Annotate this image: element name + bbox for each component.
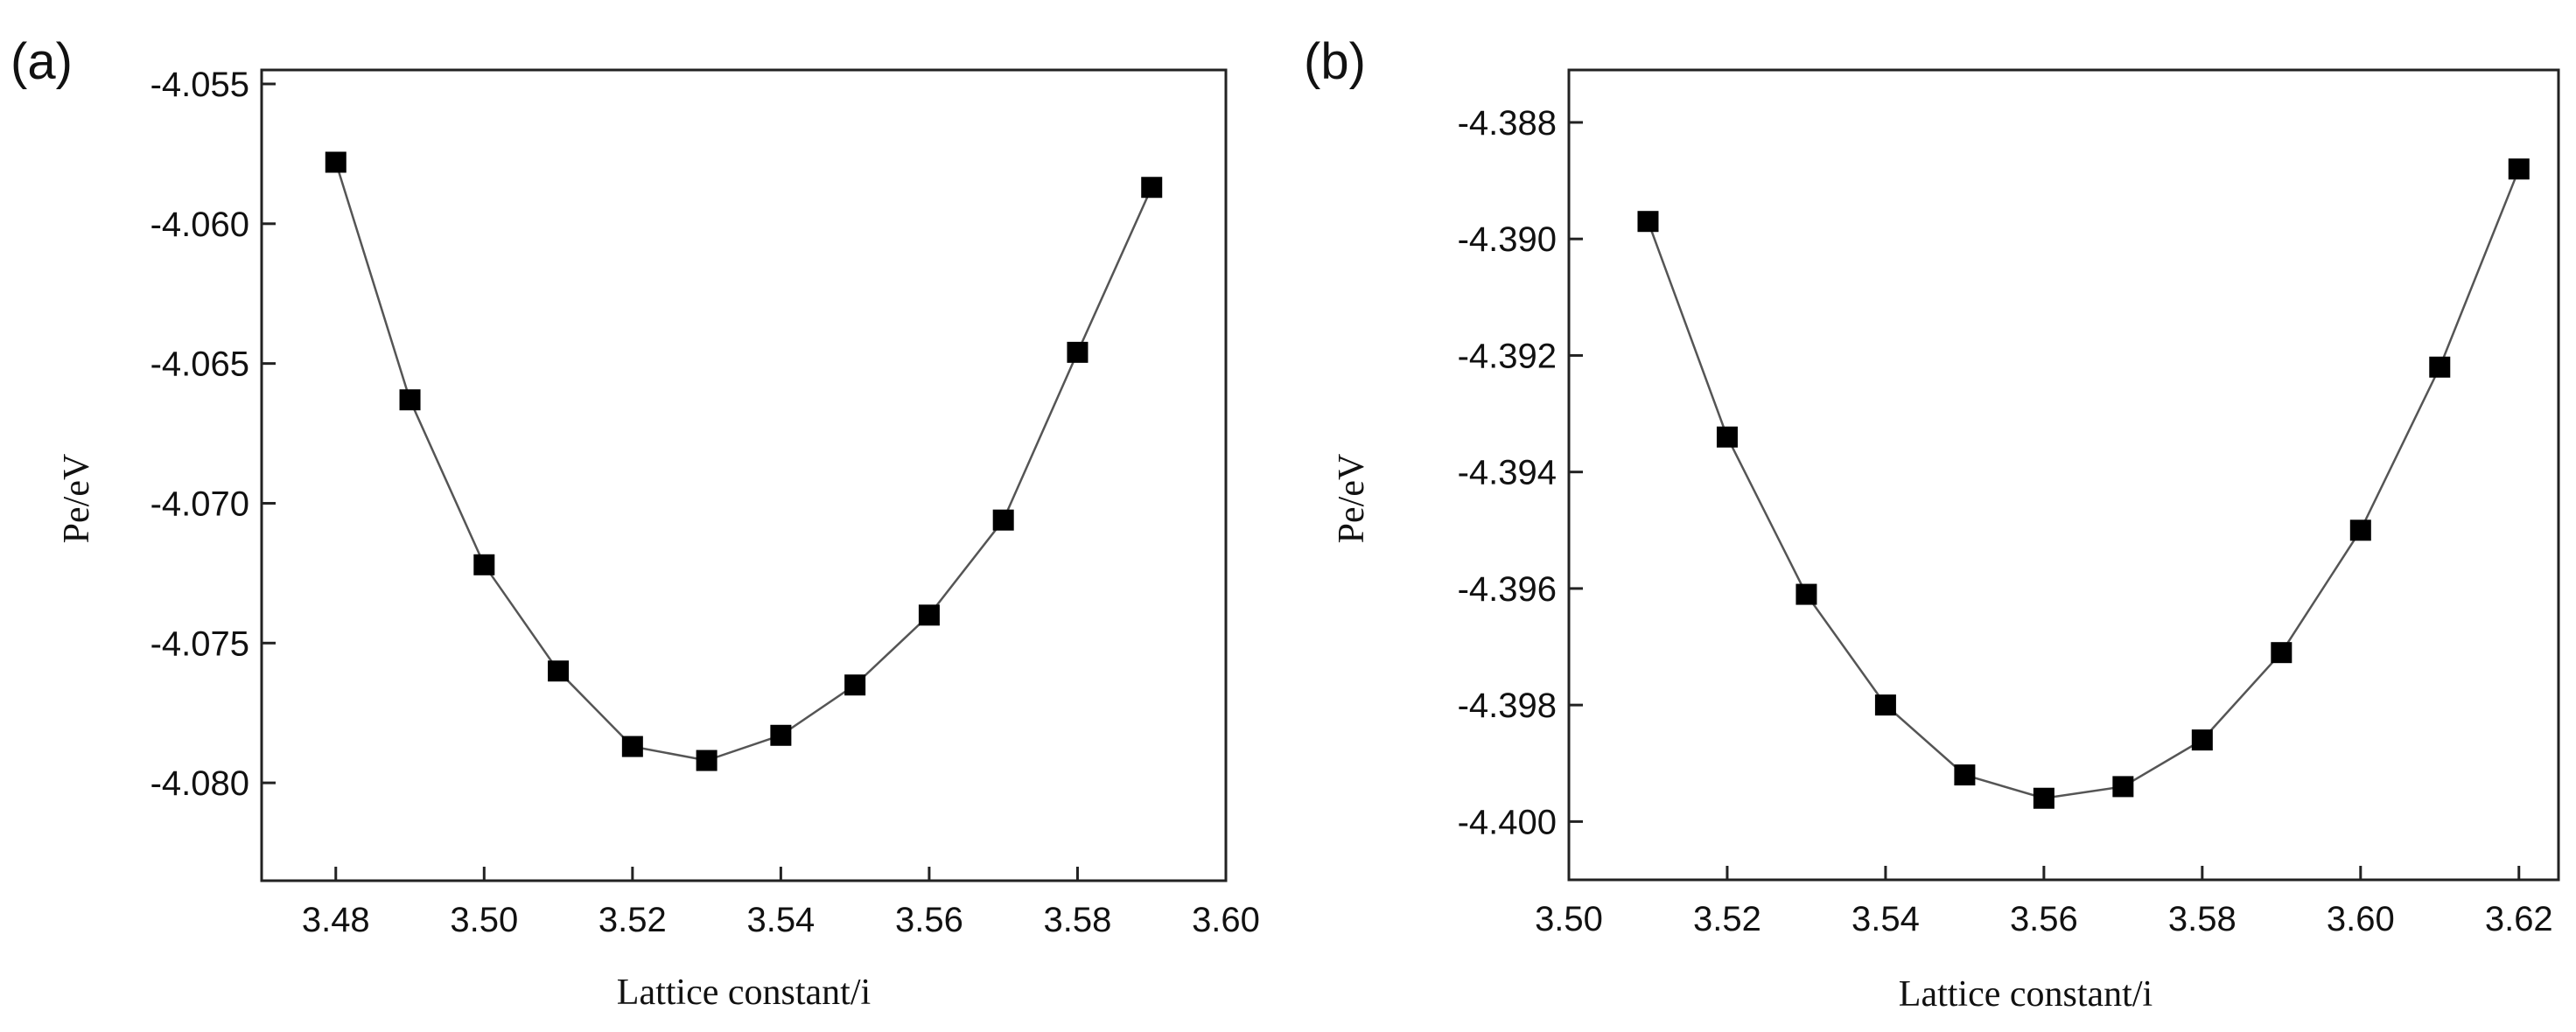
series-line-b: [1647, 168, 2520, 799]
y-tick-label-b: -4.400: [1458, 803, 1557, 841]
data-point-a: [770, 724, 792, 746]
y-tick-label-b: -4.394: [1458, 454, 1557, 492]
series-a: [325, 151, 1163, 771]
plot-frame-a: [260, 68, 1228, 882]
x-tick-label-b: 3.52: [1693, 900, 1761, 938]
data-point-a: [1141, 177, 1163, 199]
data-point-b: [2429, 356, 2451, 378]
y-axis-title-a: Pe/eV: [57, 454, 97, 544]
data-point-a: [696, 750, 718, 771]
data-point-b: [2271, 642, 2292, 664]
y-tick-label-a: -4.065: [150, 345, 249, 384]
y-axis-ticks-b: -4.388 -4.390 -4.392 -4.394 -4.396 -4.398 -4.4…: [1458, 104, 1583, 841]
series-b: [1637, 158, 2530, 809]
x-tick-label-a: 3.54: [746, 901, 815, 939]
data-point-a: [548, 660, 570, 682]
y-axis-title-b: Pe/eV: [1332, 454, 1372, 544]
x-tick-label-a: 3.50: [450, 901, 518, 939]
x-tick-label-a: 3.52: [598, 901, 667, 939]
data-point-b: [1874, 694, 1896, 716]
x-tick-label-a: 3.60: [1192, 901, 1260, 939]
y-tick-label-b: -4.392: [1458, 337, 1557, 375]
x-tick-label-b: 3.56: [2010, 900, 2078, 938]
y-tick-label-b: -4.390: [1458, 220, 1557, 259]
x-axis-ticks-a: 3.48 3.50 3.52 3.54 3.56 3.58 3.60: [302, 867, 1260, 939]
x-tick-label-b: 3.58: [2168, 900, 2236, 938]
data-point-a: [399, 389, 421, 411]
data-point-a: [918, 604, 940, 626]
data-point-b: [1637, 211, 1659, 233]
y-tick-label-a: -4.060: [150, 206, 249, 244]
x-tick-label-a: 3.58: [1044, 901, 1112, 939]
data-point-b: [2033, 787, 2054, 809]
data-point-b: [1716, 426, 1738, 448]
data-point-b: [1954, 764, 1976, 786]
x-tick-label-b: 3.50: [1535, 900, 1603, 938]
x-axis-title-b: Lattice constant/i: [1899, 974, 2152, 1015]
y-tick-label-a: -4.075: [150, 624, 249, 663]
data-point-a: [1067, 341, 1088, 363]
data-point-b: [2191, 729, 2213, 751]
x-axis-ticks-b: 3.50 3.52 3.54 3.56 3.58 3.60 3.62: [1535, 866, 2553, 938]
series-line-a: [334, 162, 1153, 762]
panel-a-label: (a): [10, 33, 73, 90]
x-tick-label-b: 3.54: [1852, 900, 1920, 938]
data-point-b: [2508, 158, 2530, 180]
data-point-a: [473, 554, 495, 575]
x-tick-label-b: 3.60: [2327, 900, 2395, 938]
y-tick-label-a: -4.055: [150, 66, 249, 104]
x-tick-label-a: 3.56: [895, 901, 963, 939]
y-tick-label-b: -4.396: [1458, 570, 1557, 609]
data-point-a: [621, 736, 643, 757]
y-tick-label-b: -4.388: [1458, 104, 1557, 143]
data-point-a: [325, 151, 346, 173]
panel-b-label: (b): [1304, 33, 1366, 90]
y-tick-label-a: -4.080: [150, 764, 249, 803]
data-point-b: [1796, 583, 1817, 605]
plot-frame-b: [1567, 68, 2560, 882]
x-axis-title-a: Lattice constant/i: [617, 973, 871, 1013]
data-point-b: [2349, 519, 2371, 541]
y-tick-label-a: -4.070: [150, 485, 249, 523]
x-tick-label-b: 3.62: [2485, 900, 2553, 938]
data-point-a: [992, 509, 1014, 531]
chart-panel-b: (b) -4.388 -4.390 -4.392 -4.394 -4.396 -4.398…: [1304, 33, 2560, 1015]
y-tick-label-b: -4.398: [1458, 687, 1557, 725]
data-point-a: [844, 674, 866, 696]
y-axis-ticks-a: -4.055 -4.060 -4.065 -4.070 -4.075 -4.080: [150, 66, 276, 803]
chart-panel-a: (a) -4.055 -4.060 -4.065 -4.070 -4.075 -4.080…: [10, 33, 1260, 1013]
data-point-b: [2112, 776, 2134, 798]
x-tick-label-a: 3.48: [302, 901, 370, 939]
